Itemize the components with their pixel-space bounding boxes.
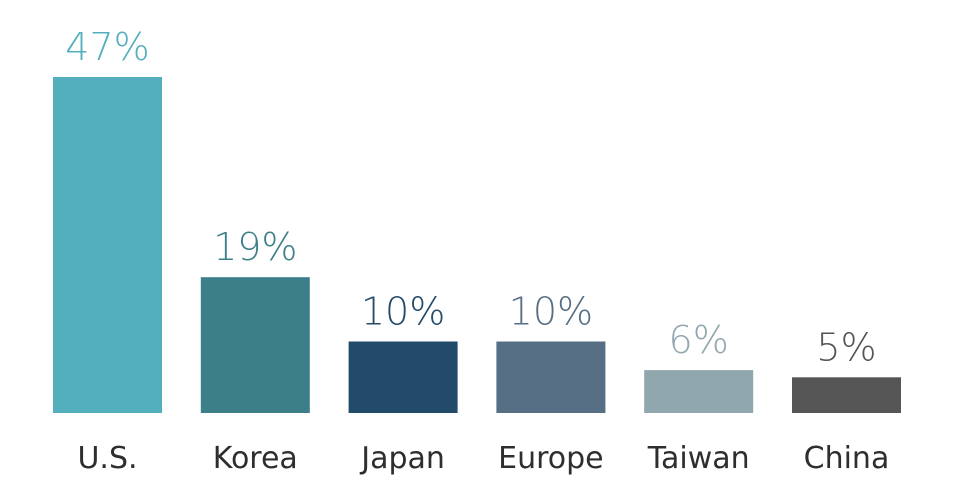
bar-europe <box>496 341 606 413</box>
value-label-korea: 19% <box>213 225 297 269</box>
category-label-u-s: U.S. <box>77 441 137 476</box>
value-label-taiwan: 6% <box>669 318 729 362</box>
category-label-japan: Japan <box>359 441 445 476</box>
category-label-europe: Europe <box>498 441 604 476</box>
category-label-taiwan: Taiwan <box>647 441 750 476</box>
category-labels-layer: U.S. Korea Japan Europe Taiwan China <box>77 441 889 476</box>
bars-layer <box>53 77 901 413</box>
bar-japan <box>348 341 458 413</box>
value-label-u-s: 47% <box>65 25 149 69</box>
value-label-europe: 10% <box>509 290 593 334</box>
bar-taiwan <box>644 370 754 413</box>
value-label-china: 5% <box>816 325 876 369</box>
bar-korea <box>200 277 310 413</box>
category-label-korea: Korea <box>213 441 298 476</box>
bar-u-s <box>53 77 162 413</box>
bar-china <box>792 377 901 413</box>
value-label-japan: 10% <box>361 290 445 334</box>
value-labels-layer: 47% 19% 10% 10% 6% 5% <box>65 25 876 369</box>
category-label-china: China <box>804 441 890 476</box>
